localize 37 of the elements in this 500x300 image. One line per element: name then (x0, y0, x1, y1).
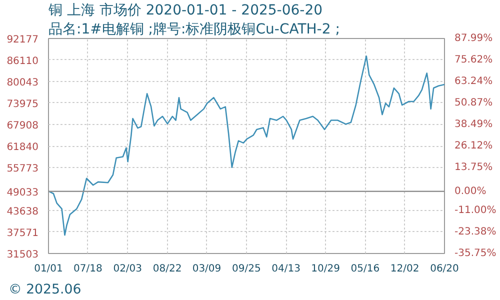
y-tick-label: 61840 (6, 142, 38, 153)
y2-tick-label: 75.62% (454, 54, 493, 66)
y2-tick-label: 50.87% (454, 97, 493, 108)
x-tick-label: 07/18 (74, 264, 102, 274)
y2-tick-label: 63.24% (454, 76, 493, 88)
y2-tick-label: 0.00% (454, 186, 486, 197)
x-tick-label: 04/13 (272, 264, 300, 274)
y-tick-label: 73975 (6, 99, 38, 110)
y-tick-label: 80043 (6, 77, 38, 88)
y2-tick-label: -35.75% (454, 248, 496, 259)
y2-tick-label: 26.12% (454, 140, 493, 152)
chart-title: 铜 上海 市场价 2020-01-01 - 2025-06-20 (48, 2, 323, 18)
y2-tick-label: -23.38% (454, 226, 496, 238)
y-tick-label: 55773 (6, 164, 38, 174)
text: © 2025.06 (8, 282, 82, 298)
y-tick-label: 43638 (6, 206, 38, 218)
x-tick-label: 02/03 (113, 264, 142, 274)
x-tick-label: 06/20 (430, 264, 459, 274)
y-tick-label: 49033 (6, 187, 38, 198)
y2-tick-label: 38.49% (454, 119, 493, 130)
y2-tick-label: -11.00% (454, 204, 496, 216)
y-tick-label: 86110 (6, 56, 38, 67)
y-tick-label: 67908 (6, 120, 38, 132)
x-tick-label: 01/01 (34, 264, 63, 274)
chart-subtitle: 品名:1#电解铜 ;牌号:标准阴极铜Cu-CATH-2 ; (48, 22, 340, 38)
y2-tick-label: 13.75% (454, 162, 493, 173)
y2-tick-label: 87.99% (454, 33, 493, 44)
y-tick-label: 31503 (6, 250, 38, 260)
x-tick-label: 03/09 (192, 264, 222, 274)
x-tick-label: 09/25 (232, 264, 261, 274)
y-tick-label: 37571 (6, 228, 38, 239)
y-tick-label: 92177 (6, 34, 38, 46)
x-tick-label: 10/29 (311, 264, 340, 274)
line-series (48, 55, 444, 236)
x-tick-label: 05/16 (350, 264, 380, 274)
x-tick-label: 08/22 (152, 264, 182, 274)
x-tick-label: 12/02 (390, 264, 420, 274)
